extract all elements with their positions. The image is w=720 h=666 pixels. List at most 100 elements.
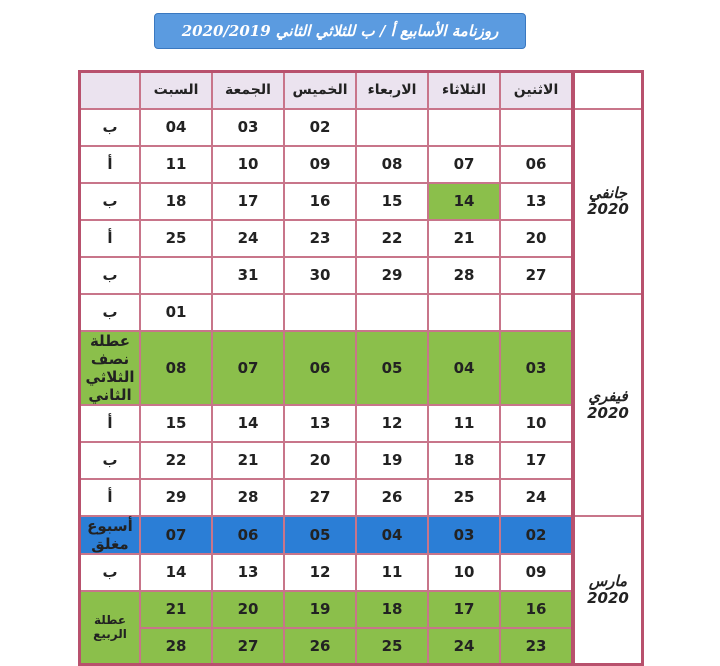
day-cell: 06 (499, 144, 574, 184)
week-label: ب (78, 107, 141, 147)
week-label: ب (78, 255, 141, 295)
day-cell: 04 (427, 329, 501, 406)
day-header: السبت (139, 70, 213, 110)
day-cell (355, 292, 429, 332)
day-cell: 27 (211, 626, 285, 666)
day-cell: 25 (427, 477, 501, 517)
week-row: ب 18 17 16 15 14 13 (78, 181, 643, 221)
day-cell (355, 107, 429, 147)
day-cell: 17 (211, 181, 285, 221)
day-cell: 16 (499, 589, 574, 629)
day-cell: 18 (427, 440, 501, 480)
week-label: أ (78, 403, 141, 443)
day-cell: 26 (283, 626, 357, 666)
month-label: مارس 2020 (571, 514, 644, 666)
page-title: روزنامة الأسابيع أ / ب للثلاثي الثاني 20… (154, 13, 526, 49)
month-year: 2020 (587, 588, 629, 607)
day-cell: 24 (211, 218, 285, 258)
day-cell: 11 (427, 403, 501, 443)
day-cell: 05 (283, 514, 357, 555)
day-cell: 19 (283, 589, 357, 629)
week-label: ب (78, 440, 141, 480)
day-cell: 06 (283, 329, 357, 406)
month-year: 2020 (587, 200, 629, 218)
day-cell: 28 (427, 255, 501, 295)
day-cell: 29 (139, 477, 213, 517)
day-cell: 25 (139, 218, 213, 258)
day-cell: 20 (283, 440, 357, 480)
day-cell: 08 (139, 329, 213, 406)
day-cell: 29 (355, 255, 429, 295)
day-cell: 21 (139, 589, 213, 629)
day-cell (499, 107, 574, 147)
week-row: ب 22 21 20 19 18 17 (78, 440, 643, 480)
week-row: عطلة الربيع 21 20 19 18 17 16 (78, 589, 643, 666)
day-cell: 02 (499, 514, 574, 555)
week-label: ب (78, 292, 141, 332)
week-row: ب 01 فيفري 2020 (78, 292, 644, 517)
label-header (78, 70, 141, 110)
day-cell: 17 (499, 440, 574, 480)
day-cell: 12 (283, 552, 357, 592)
day-cell: 23 (283, 218, 357, 258)
day-cell: 14 (427, 181, 501, 221)
day-cell: 01 (139, 292, 213, 332)
day-cell: 06 (211, 514, 285, 555)
day-cell: 21 (211, 440, 285, 480)
day-cell: 11 (139, 144, 213, 184)
day-cell: 26 (355, 477, 429, 517)
week-row: أ 11 10 09 08 07 06 (78, 144, 643, 184)
day-header: الخميس (283, 70, 357, 110)
day-cell: 30 (283, 255, 357, 295)
week-label: أ (78, 477, 141, 517)
day-cell: 16 (283, 181, 357, 221)
week-label: عطلة نصف الثلاثي الثاني (78, 329, 141, 406)
day-cell: 27 (499, 255, 574, 295)
day-cell (499, 292, 574, 332)
day-cell: 04 (355, 514, 429, 555)
week-label: ب (78, 552, 141, 592)
day-cell: 10 (499, 403, 574, 443)
day-cell: 10 (427, 552, 501, 592)
week-row: أ 25 24 23 22 21 20 (78, 218, 643, 258)
day-cell: 07 (211, 329, 285, 406)
week-label: عطلة الربيع (78, 589, 141, 666)
week-row: أ 29 28 27 26 25 24 (78, 477, 643, 517)
day-cell: 31 (211, 255, 285, 295)
day-header: الثلاثاء (427, 70, 501, 110)
day-cell: 22 (139, 440, 213, 480)
day-cell: 09 (499, 552, 574, 592)
day-cell: 03 (427, 514, 501, 555)
day-cell: 03 (211, 107, 285, 147)
day-cell: 11 (355, 552, 429, 592)
day-cell: 18 (139, 181, 213, 221)
day-cell: 17 (427, 589, 501, 629)
day-cell: 21 (427, 218, 501, 258)
day-cell (283, 292, 357, 332)
day-cell: 23 (499, 626, 574, 666)
day-cell: 19 (355, 440, 429, 480)
day-cell: 25 (355, 626, 429, 666)
week-row: عطلة نصف الثلاثي الثاني 08 07 06 05 04 03 (78, 329, 643, 406)
day-cell (139, 255, 213, 295)
month-label: فيفري 2020 (571, 292, 644, 517)
day-cell: 24 (499, 477, 574, 517)
day-cell: 15 (355, 181, 429, 221)
day-cell: 20 (211, 589, 285, 629)
day-cell: 13 (283, 403, 357, 443)
week-row: ب 04 03 02 جانفي 2020 (78, 107, 644, 295)
day-cell: 10 (211, 144, 285, 184)
day-cell: 14 (139, 552, 213, 592)
month-label: جانفي 2020 (571, 107, 644, 295)
week-row: ب 14 13 12 11 10 09 (78, 552, 643, 592)
day-cell: 14 (211, 403, 285, 443)
day-cell: 24 (427, 626, 501, 666)
week-label: أسبوع مغلق (78, 514, 141, 555)
day-header: الجمعة (211, 70, 285, 110)
week-label: أ (78, 144, 141, 184)
day-header: الاربعاء (355, 70, 429, 110)
month-name: جانفي (588, 183, 628, 202)
day-cell: 02 (283, 107, 357, 147)
day-cell (427, 107, 501, 147)
day-cell: 07 (139, 514, 213, 555)
